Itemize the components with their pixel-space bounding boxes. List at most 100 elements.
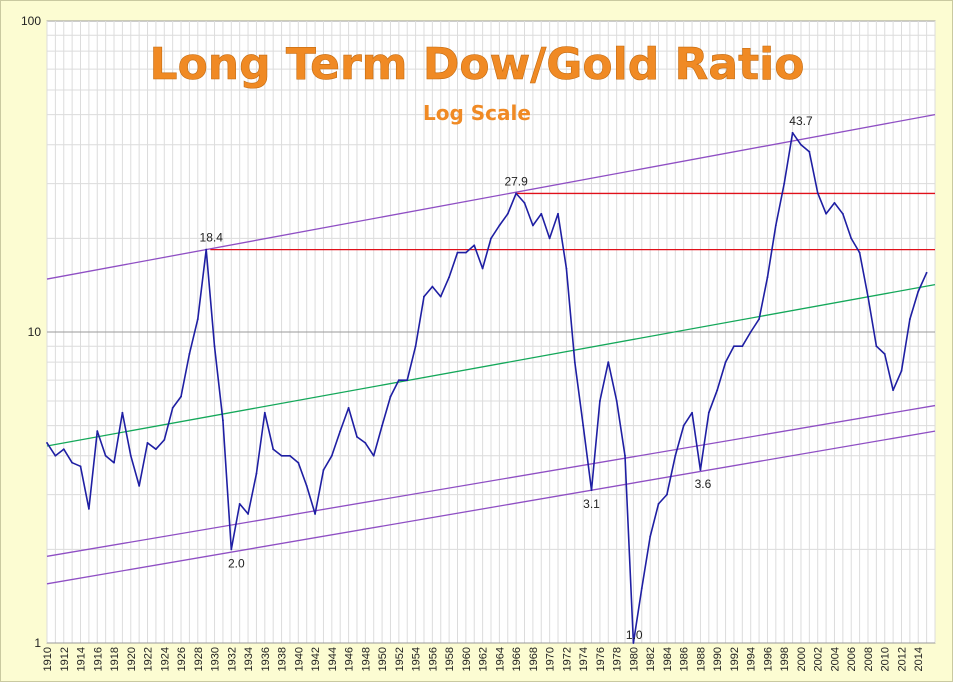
data-point bbox=[624, 454, 626, 457]
data-point bbox=[339, 430, 342, 433]
data-point bbox=[498, 224, 501, 227]
x-tick-label: 2012 bbox=[896, 647, 908, 671]
data-point bbox=[138, 484, 141, 487]
data-point bbox=[590, 489, 593, 492]
data-point bbox=[180, 395, 182, 398]
data-point bbox=[774, 224, 777, 227]
data-point bbox=[230, 548, 233, 551]
data-point bbox=[79, 465, 82, 468]
annotation-label: 18.4 bbox=[200, 231, 224, 245]
data-point bbox=[841, 212, 844, 215]
data-point bbox=[96, 430, 99, 433]
data-point bbox=[305, 484, 308, 487]
data-point bbox=[171, 407, 174, 409]
data-point bbox=[925, 271, 928, 274]
data-point bbox=[599, 400, 601, 402]
data-point bbox=[439, 295, 442, 298]
data-point bbox=[205, 248, 208, 251]
data-point bbox=[833, 202, 836, 204]
data-point bbox=[632, 642, 635, 644]
annotation-label: 43.7 bbox=[789, 114, 813, 128]
data-point bbox=[46, 441, 48, 444]
data-point bbox=[490, 237, 492, 240]
x-tick-label: 1934 bbox=[243, 647, 255, 671]
data-point bbox=[875, 345, 878, 348]
data-point bbox=[146, 441, 149, 444]
channel-line bbox=[46, 404, 936, 557]
x-tick-label: 1916 bbox=[92, 647, 104, 671]
data-point bbox=[129, 454, 132, 457]
x-tick-label: 1918 bbox=[109, 647, 121, 671]
data-point bbox=[406, 379, 409, 382]
data-point bbox=[113, 461, 115, 464]
data-point bbox=[657, 503, 660, 505]
data-point bbox=[816, 192, 819, 194]
annotation-label: 3.1 bbox=[583, 497, 600, 511]
x-tick-label: 2006 bbox=[846, 647, 858, 671]
channel-line bbox=[46, 113, 936, 280]
annotations: 18.4 2.0 27.9 3.1 1.0 3.6 43.7 bbox=[200, 114, 813, 642]
trend-line bbox=[46, 283, 936, 447]
data-point bbox=[356, 435, 358, 438]
annotation-label: 3.6 bbox=[695, 477, 712, 491]
data-point bbox=[314, 513, 316, 515]
data-point bbox=[531, 224, 534, 227]
x-tick-label: 2014 bbox=[913, 647, 925, 671]
x-tick-label: 1924 bbox=[159, 647, 171, 671]
y-tick-label: 1 bbox=[34, 636, 41, 650]
x-tick-label: 2002 bbox=[813, 647, 825, 671]
data-point bbox=[733, 345, 735, 348]
x-tick-label: 2000 bbox=[796, 647, 808, 671]
data-point bbox=[448, 276, 451, 279]
x-tick-label: 1962 bbox=[478, 647, 490, 671]
x-tick-label: 1952 bbox=[394, 647, 406, 671]
data-point bbox=[691, 411, 693, 414]
x-tick-label: 2004 bbox=[829, 647, 841, 671]
data-point bbox=[649, 535, 652, 538]
data-point bbox=[858, 251, 861, 254]
data-point bbox=[908, 318, 911, 321]
x-tick-label: 1932 bbox=[226, 647, 238, 671]
data-point bbox=[523, 202, 526, 204]
x-tick-label: 1950 bbox=[377, 647, 389, 671]
x-tick-label: 1928 bbox=[193, 647, 205, 671]
x-tick-label: 1930 bbox=[210, 647, 222, 671]
data-point bbox=[372, 454, 375, 457]
data-point bbox=[289, 454, 291, 457]
data-point bbox=[749, 331, 752, 333]
x-axis-ticks: 1910 1912 1914 1916 1918 1920 1922 1924 1926 1928… bbox=[42, 647, 925, 671]
data-point bbox=[456, 251, 459, 254]
x-tick-label: 1996 bbox=[762, 647, 774, 671]
data-point bbox=[330, 454, 333, 457]
x-tick-label: 1954 bbox=[411, 647, 423, 671]
data-point bbox=[674, 454, 677, 457]
x-tick-label: 1960 bbox=[461, 647, 473, 671]
x-tick-label: 1936 bbox=[260, 647, 272, 671]
data-point bbox=[347, 407, 350, 409]
data-point bbox=[573, 361, 576, 364]
annotation-label: 1.0 bbox=[626, 628, 643, 642]
x-tick-label: 1926 bbox=[176, 647, 188, 671]
data-point bbox=[548, 237, 551, 240]
x-tick-label: 1986 bbox=[679, 647, 691, 671]
data-point bbox=[222, 419, 224, 422]
x-tick-label: 1970 bbox=[545, 647, 557, 671]
series-group bbox=[46, 131, 928, 644]
y-tick-label: 10 bbox=[28, 325, 42, 339]
x-tick-label: 1978 bbox=[612, 647, 624, 671]
x-tick-label: 1958 bbox=[444, 647, 456, 671]
data-point bbox=[724, 361, 727, 364]
x-tick-label: 1942 bbox=[310, 647, 322, 671]
data-point bbox=[892, 389, 895, 392]
data-point bbox=[71, 461, 74, 464]
data-point bbox=[280, 454, 283, 457]
data-point bbox=[640, 587, 643, 590]
reference-lines bbox=[46, 113, 936, 585]
x-tick-label: 1920 bbox=[126, 647, 138, 671]
x-tick-label: 1988 bbox=[695, 647, 707, 671]
x-tick-label: 1966 bbox=[511, 647, 523, 671]
data-point bbox=[666, 493, 668, 496]
data-point bbox=[481, 267, 484, 270]
x-tick-label: 1990 bbox=[712, 647, 724, 671]
